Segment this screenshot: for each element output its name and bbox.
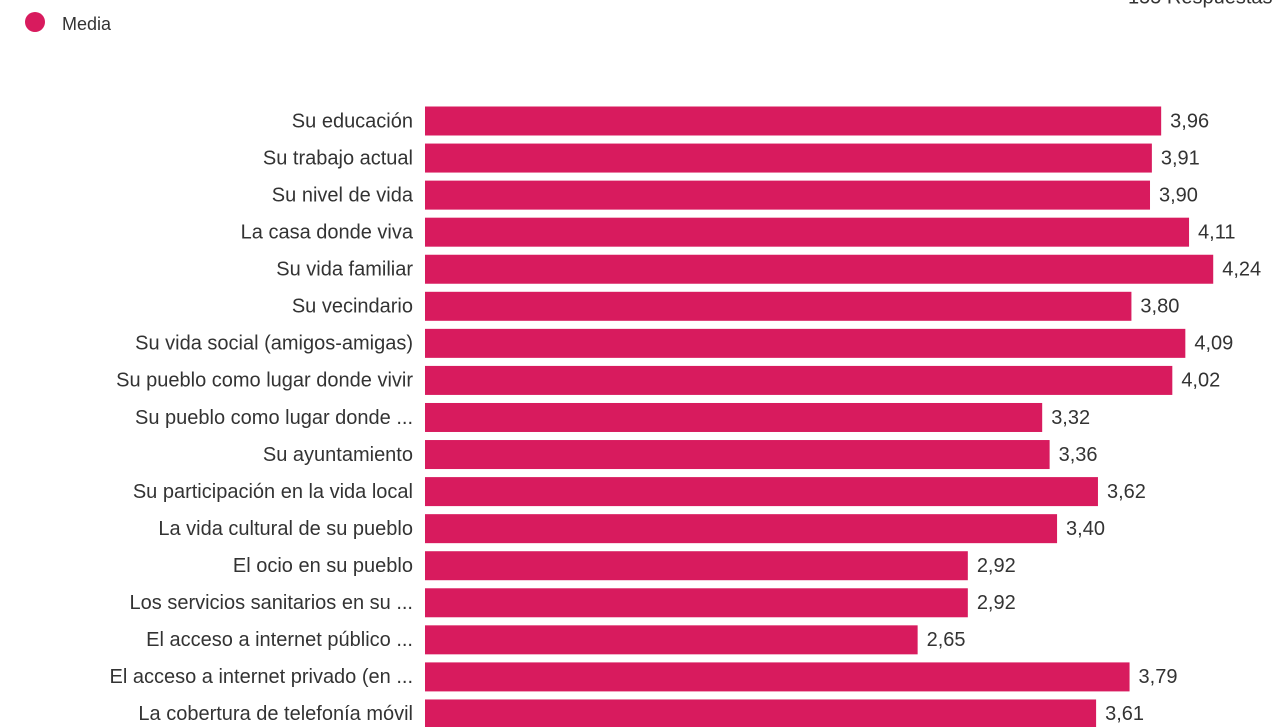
bar	[425, 551, 968, 581]
category-label: Su ayuntamiento	[263, 444, 413, 466]
value-label: 4,24	[1222, 259, 1261, 281]
category-label: Su pueblo como lugar donde vivir	[116, 370, 413, 392]
value-label: 3,96	[1170, 110, 1209, 132]
bar	[425, 365, 1173, 395]
bar	[425, 662, 1130, 692]
category-label: El ocio en su pueblo	[233, 555, 413, 577]
bar	[425, 328, 1186, 358]
value-label: 3,36	[1059, 444, 1098, 466]
bar	[425, 143, 1152, 173]
category-label: La casa donde viva	[241, 221, 414, 243]
category-label: Su vecindario	[292, 296, 413, 318]
legend-swatch	[25, 12, 45, 32]
bar	[425, 291, 1132, 321]
value-label: 2,92	[977, 592, 1016, 614]
value-label: 2,65	[927, 629, 966, 651]
value-label: 3,62	[1107, 481, 1146, 503]
category-label: El acceso a internet privado (en ...	[110, 666, 414, 688]
value-label: 3,91	[1161, 147, 1200, 169]
value-label: 4,02	[1181, 370, 1220, 392]
category-label: Su vida familiar	[276, 259, 413, 281]
category-label: Su educación	[292, 110, 413, 132]
category-label: El acceso a internet público ...	[146, 629, 413, 651]
bar	[425, 402, 1043, 432]
category-label: Su pueblo como lugar donde ...	[135, 407, 413, 429]
value-label: 3,40	[1066, 518, 1105, 540]
bar	[425, 440, 1050, 470]
legend-label: Media	[62, 14, 112, 34]
value-label: 4,11	[1198, 221, 1235, 243]
bar	[425, 588, 968, 618]
value-label: 3,80	[1140, 296, 1179, 318]
value-label: 2,92	[977, 555, 1016, 577]
bar	[425, 625, 918, 655]
category-label: La cobertura de telefonía móvil	[138, 703, 413, 725]
category-label: Su vida social (amigos-amigas)	[135, 333, 413, 355]
value-label: 3,61	[1105, 703, 1144, 725]
value-label: 3,90	[1159, 184, 1198, 206]
category-label: La vida cultural de su pueblo	[158, 518, 413, 540]
category-label: Los servicios sanitarios en su ...	[130, 592, 413, 614]
value-label: 3,79	[1139, 666, 1178, 688]
value-label: 3,32	[1051, 407, 1090, 429]
bar	[425, 254, 1214, 284]
value-label: 4,09	[1194, 333, 1233, 355]
category-label: Su nivel de vida	[272, 184, 414, 206]
bar	[425, 699, 1097, 727]
bar	[425, 514, 1058, 544]
response-count: 155 Respuestas	[1128, 0, 1273, 8]
bar	[425, 477, 1098, 507]
category-label: Su participación en la vida local	[133, 481, 413, 503]
bar	[425, 106, 1162, 136]
bar	[425, 180, 1151, 210]
bar	[425, 217, 1190, 247]
category-label: Su trabajo actual	[263, 147, 413, 169]
